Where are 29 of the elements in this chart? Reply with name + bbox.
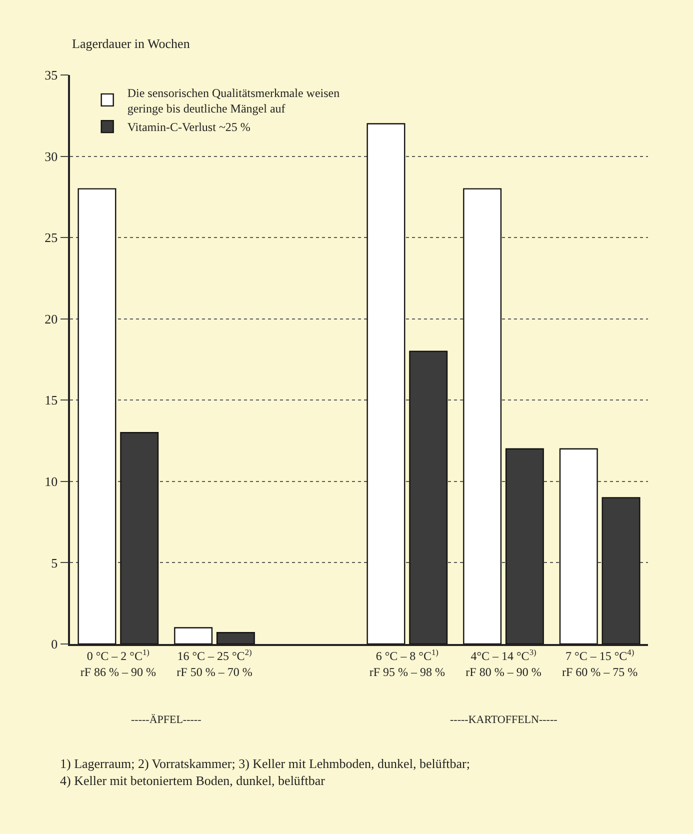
x-tick-label: 4°C – 14 °C$^{3)}$ rF 80 % – 90 % [466, 648, 542, 679]
x-tick-label: 16 °C – 25 °C$^{2)}$ rF 50 % – 70 % [176, 648, 252, 679]
bar [602, 497, 640, 644]
x-tick-label: 6 °C – 8 °C$^{1)}$ rF 95 % – 98 % [369, 648, 446, 679]
y-tick-label: 25 [44, 230, 58, 246]
text: 1) Lagerraum; 2) Vorratskammer; 3) Keller mit Lehmboden, dunkel, belüftbar; 4) Keller mit betoniertem Boden, dunkel, belüftbar [60, 756, 470, 788]
y-tick-label: 10 [44, 474, 58, 489]
bar [409, 350, 448, 644]
bar [174, 627, 213, 644]
text: -----KARTOFFELN----- [450, 714, 558, 726]
bar [559, 448, 598, 644]
y-tick-label: 5 [51, 555, 58, 570]
y-axis-title: Lagerdauer in Wochen [72, 36, 190, 51]
bar [463, 188, 502, 644]
bar [216, 632, 255, 644]
bar [366, 123, 406, 644]
x-tick-label: 7 °C – 15 °C$^{4)}$ rF 60 % – 75 % [562, 648, 638, 679]
x-tick-label: 0 °C – 2 °C$^{1)}$ rF 86 % – 90 % [80, 648, 156, 679]
bar [505, 448, 544, 644]
legend-label: Die sensorischen Qualitätsmerkmale weisen geringe bis deutliche Mängel auf [127, 86, 340, 116]
y-tick-label: 0 [51, 636, 58, 652]
legend-label: Vitamin-C-Verlust ~25 % [127, 120, 250, 134]
bar [78, 188, 116, 644]
text: -----ÄPFEL----- [131, 714, 202, 726]
bar [120, 432, 159, 644]
y-tick-label: 35 [44, 68, 58, 83]
y-tick-label: 30 [44, 148, 58, 164]
y-tick-label: 15 [44, 392, 58, 408]
y-tick-label: 20 [44, 311, 58, 326]
